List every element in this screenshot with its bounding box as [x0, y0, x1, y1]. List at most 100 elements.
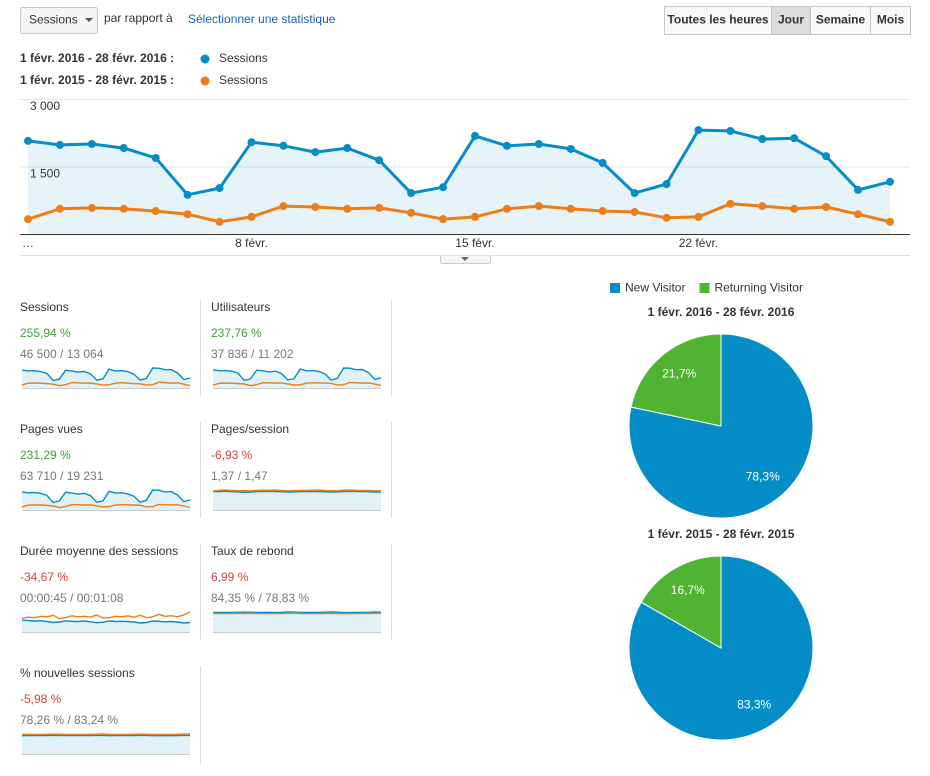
data-point[interactable]	[311, 203, 320, 211]
data-point[interactable]	[534, 140, 543, 148]
data-point[interactable]	[534, 202, 543, 211]
granularity-button[interactable]	[664, 6, 772, 35]
data-point[interactable]	[886, 217, 894, 226]
data-point[interactable]	[87, 140, 96, 148]
sparkline	[21, 611, 191, 620]
pie-slice[interactable]	[628, 555, 814, 741]
data-point[interactable]	[439, 215, 448, 224]
data-point[interactable]	[55, 140, 64, 149]
data-point[interactable]	[247, 138, 256, 147]
data-point[interactable]	[343, 204, 352, 213]
legend-dot	[200, 76, 210, 86]
data-point[interactable]	[407, 189, 416, 198]
data-point[interactable]	[566, 204, 575, 213]
data-point[interactable]	[598, 158, 607, 167]
pie-title: 1 févr. 2015 - 28 févr. 2015	[648, 527, 795, 541]
data-point[interactable]	[183, 210, 192, 219]
data-point[interactable]	[439, 183, 448, 192]
data-point[interactable]	[24, 215, 32, 224]
metric-label: Sessions	[29, 13, 78, 27]
pie-slice[interactable]	[630, 333, 722, 427]
card-change: 255,94 %	[20, 326, 71, 340]
pie-legend-swatch	[610, 283, 620, 293]
data-point[interactable]	[790, 204, 799, 213]
legend-period: 1 févr. 2016 - 28 févr. 2016 :	[20, 51, 174, 65]
data-point[interactable]	[662, 213, 671, 222]
legend-name: Sessions	[219, 51, 268, 65]
card-label: Taux de rebond	[211, 544, 294, 558]
data-point[interactable]	[279, 202, 288, 211]
card-change: 231,29 %	[20, 448, 71, 462]
data-point[interactable]	[886, 177, 894, 186]
data-point[interactable]	[662, 180, 671, 189]
data-point[interactable]	[630, 207, 639, 216]
sparkline	[21, 619, 191, 624]
data-point[interactable]	[183, 190, 192, 199]
pie-value-label: 83,3%	[737, 698, 771, 712]
data-point[interactable]	[854, 210, 863, 219]
pie-legend-swatch	[699, 283, 710, 293]
pie-value-label: 16,7%	[671, 583, 705, 597]
scorecards: Sessions 255,94 % 46 500 / 13 064 Utilisate…	[20, 300, 392, 764]
data-point[interactable]	[854, 185, 863, 194]
data-point[interactable]	[790, 134, 799, 143]
granularity-button[interactable]	[870, 6, 911, 35]
data-point[interactable]	[694, 126, 703, 135]
card-change: 237,76 %	[211, 326, 262, 340]
card-change: -6,93 %	[211, 448, 253, 462]
data-point[interactable]	[375, 156, 384, 165]
data-point[interactable]	[694, 212, 703, 221]
sparkline	[212, 490, 382, 494]
main-chart: 1 500 3 000 … 8 févr. 15 févr. 22 févr.	[20, 99, 910, 250]
card-label: Sessions	[20, 300, 69, 314]
data-point[interactable]	[502, 141, 511, 150]
data-point[interactable]	[215, 184, 224, 193]
select-metric-link[interactable]: Sélectionner une statistique	[188, 12, 336, 26]
granularity-button-label: Semaine	[816, 13, 866, 27]
sparkline-area	[22, 735, 190, 754]
legend-period: 1 févr. 2015 - 28 févr. 2015 :	[20, 73, 174, 87]
card-change: -34,67 %	[20, 570, 68, 584]
series-line	[27, 128, 891, 197]
data-point[interactable]	[279, 141, 288, 150]
data-point[interactable]	[566, 144, 575, 153]
data-point[interactable]	[758, 135, 767, 144]
sparkline	[21, 367, 191, 382]
data-point[interactable]	[470, 212, 479, 221]
data-point[interactable]	[470, 131, 479, 140]
data-point[interactable]	[407, 208, 416, 217]
data-point[interactable]	[343, 144, 352, 153]
granularity-button[interactable]	[771, 6, 811, 35]
data-point[interactable]	[247, 212, 256, 221]
data-point[interactable]	[726, 126, 735, 135]
data-point[interactable]	[758, 202, 767, 211]
data-point[interactable]	[119, 204, 128, 213]
granularity-buttons: Toutes les heures Jour Semaine Mois	[664, 6, 911, 35]
sparkline	[21, 503, 191, 509]
x-tick-label: …	[22, 236, 34, 250]
card-comparison: 1,37 / 1,47	[211, 469, 268, 483]
data-point[interactable]	[726, 199, 735, 208]
data-point[interactable]	[119, 144, 128, 153]
pie-slice[interactable]	[640, 555, 722, 649]
data-point[interactable]	[822, 203, 831, 211]
data-point[interactable]	[822, 152, 831, 161]
card-comparison: 78,26 % / 83,24 %	[20, 713, 118, 727]
data-point[interactable]	[311, 148, 320, 157]
data-point[interactable]	[598, 207, 607, 216]
data-point[interactable]	[151, 207, 160, 216]
data-point[interactable]	[55, 204, 64, 213]
data-point[interactable]	[24, 136, 32, 145]
data-point[interactable]	[630, 189, 639, 198]
sparkline	[212, 381, 382, 387]
pie-title: 1 févr. 2016 - 28 févr. 2016	[648, 305, 795, 319]
data-point[interactable]	[215, 217, 224, 226]
collapse-arrow	[461, 257, 469, 261]
data-point[interactable]	[151, 153, 160, 162]
metric-dropdown[interactable]	[20, 7, 98, 34]
data-point[interactable]	[502, 204, 511, 213]
granularity-button[interactable]	[810, 6, 871, 35]
data-point[interactable]	[87, 203, 96, 212]
data-point[interactable]	[375, 203, 384, 212]
